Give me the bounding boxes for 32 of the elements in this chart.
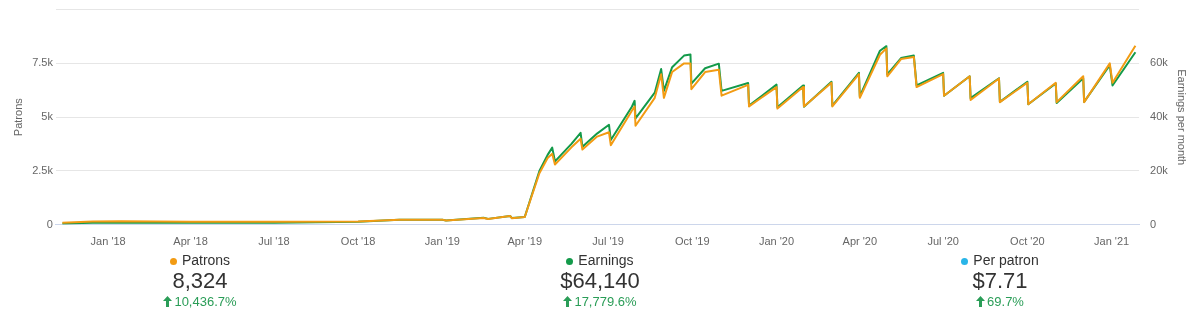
category-label: Earnings: [577, 252, 635, 268]
y2-tick-label: 40k: [1150, 110, 1169, 123]
category-label: Per patron: [972, 252, 1040, 268]
category-label: Patrons: [180, 252, 232, 268]
y-tick-label: 7.5k: [32, 56, 54, 69]
x-tick-label: Jan '21: [1094, 235, 1130, 248]
y-tick-label: 5k: [41, 110, 54, 123]
y-axis-title: Patrons: [11, 97, 24, 137]
x-tick-label: Jan '18: [90, 235, 126, 248]
y2-axis-title: Earnings per month: [1176, 69, 1189, 166]
x-tick-label: Oct '18: [340, 235, 376, 248]
y-tick-label: 2.5k: [32, 164, 54, 177]
x-tick-label: Jul '20: [927, 235, 959, 248]
x-tick-label: Jan '20: [758, 235, 795, 248]
x-tick-label: Apr '20: [842, 235, 878, 248]
text: 17,779.6%: [573, 294, 638, 309]
y-tick-label: 0: [46, 217, 53, 230]
y2-tick-label: 20k: [1150, 164, 1169, 177]
x-tick-label: Apr '18: [173, 235, 208, 248]
x-tick-label: Jul '18: [258, 235, 290, 248]
text: 69.7%: [986, 294, 1025, 309]
text: $7.71: [972, 268, 1028, 293]
text: $64,140: [560, 268, 640, 293]
x-tick-label: Oct '20: [1010, 235, 1045, 248]
x-tick-label: Jul '19: [592, 235, 624, 248]
text: 8,324: [172, 268, 228, 293]
x-tick-label: Oct '19: [675, 235, 710, 248]
x-tick-label: Jan '19: [424, 235, 460, 248]
y2-tick-label: 0: [1150, 217, 1157, 230]
x-tick-label: Apr '19: [507, 235, 542, 248]
y2-tick-label: 60k: [1150, 56, 1169, 69]
text: 10,436.7%: [173, 294, 238, 309]
